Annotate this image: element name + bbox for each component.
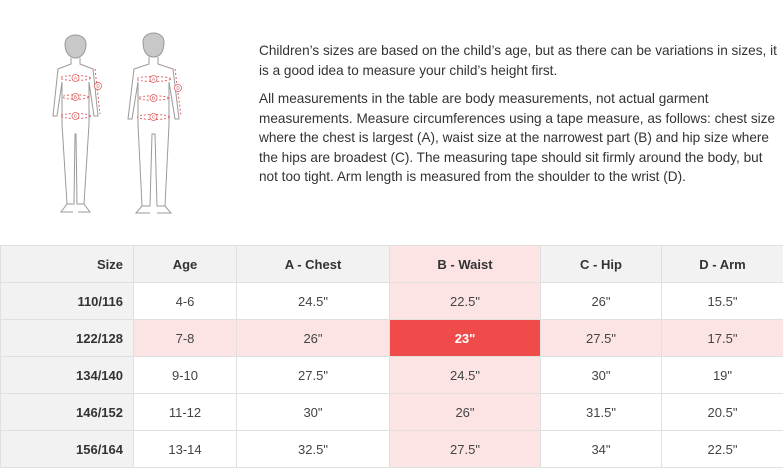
cell-arm: 19" <box>661 356 783 394</box>
cell-waist: 23" <box>389 319 541 357</box>
figure-label-c: C <box>74 114 78 119</box>
table-row: 156/164 13-14 32.5" 27.5" 34" 22.5" <box>0 430 783 468</box>
table-row: 122/128 7-8 26" 23" 27.5" 17.5" <box>0 319 783 357</box>
header-chest: A - Chest <box>236 245 390 283</box>
header-age: Age <box>133 245 237 283</box>
figure-label-b: B <box>74 95 77 100</box>
figure-label-d: D <box>96 84 100 89</box>
figure-label-a: A <box>152 77 155 82</box>
intro-paragraph-measurements: All measurements in the table are body m… <box>259 91 776 184</box>
cell-age: 7-8 <box>133 319 237 357</box>
cell-hip: 34" <box>540 430 662 468</box>
cell-chest: 27.5" <box>236 356 390 394</box>
cell-age: 4-6 <box>133 282 237 320</box>
table-row: 134/140 9-10 27.5" 24.5" 30" 19" <box>0 356 783 394</box>
cell-waist: 27.5" <box>389 430 541 468</box>
header-arm: D - Arm <box>661 245 783 283</box>
intro-paragraph-height: Children’s sizes are based on the child’… <box>259 43 777 78</box>
figure-label-a: A <box>74 76 77 81</box>
cell-chest: 24.5" <box>236 282 390 320</box>
cell-size: 146/152 <box>0 393 134 431</box>
table-header-row: Size Age A - Chest B - Waist C - Hip D -… <box>0 245 783 283</box>
header-waist: B - Waist <box>389 245 541 283</box>
cell-size: 134/140 <box>0 356 134 394</box>
cell-arm: 20.5" <box>661 393 783 431</box>
figure-label-c: C <box>152 115 156 120</box>
cell-age: 11-12 <box>133 393 237 431</box>
cell-waist: 22.5" <box>389 282 541 320</box>
figure-label-b: B <box>152 96 155 101</box>
cell-hip: 31.5" <box>540 393 662 431</box>
cell-waist: 24.5" <box>389 356 541 394</box>
table-row: 110/116 4-6 24.5" 22.5" 26" 15.5" <box>0 282 783 320</box>
cell-waist: 26" <box>389 393 541 431</box>
cell-chest: 32.5" <box>236 430 390 468</box>
cell-size: 110/116 <box>0 282 134 320</box>
cell-hip: 26" <box>540 282 662 320</box>
header-size: Size <box>0 245 134 283</box>
table-row: 146/152 11-12 30" 26" 31.5" 20.5" <box>0 393 783 431</box>
cell-hip: 30" <box>540 356 662 394</box>
cell-size: 156/164 <box>0 430 134 468</box>
cell-arm: 22.5" <box>661 430 783 468</box>
size-guide-intro: Children’s sizes are based on the child’… <box>259 41 779 196</box>
size-table-body: 110/116 4-6 24.5" 22.5" 26" 15.5" 122/128 7-8 26… <box>0 282 783 468</box>
cell-size: 122/128 <box>0 319 134 357</box>
cell-arm: 17.5" <box>661 319 783 357</box>
cell-chest: 26" <box>236 319 390 357</box>
cell-arm: 15.5" <box>661 282 783 320</box>
cell-age: 13-14 <box>133 430 237 468</box>
cell-chest: 30" <box>236 393 390 431</box>
girl-figure <box>52 34 99 213</box>
size-table: Size Age A - Chest B - Waist C - Hip D -… <box>0 245 783 468</box>
header-hip: C - Hip <box>540 245 662 283</box>
figure-label-d: D <box>176 86 180 91</box>
cell-hip: 27.5" <box>540 319 662 357</box>
boy-figure <box>127 32 180 214</box>
measurement-figures-illustration: A B C D A B C D <box>52 32 182 214</box>
cell-age: 9-10 <box>133 356 237 394</box>
info-section: A B C D A B C D Children’s sizes are bas… <box>52 32 779 214</box>
